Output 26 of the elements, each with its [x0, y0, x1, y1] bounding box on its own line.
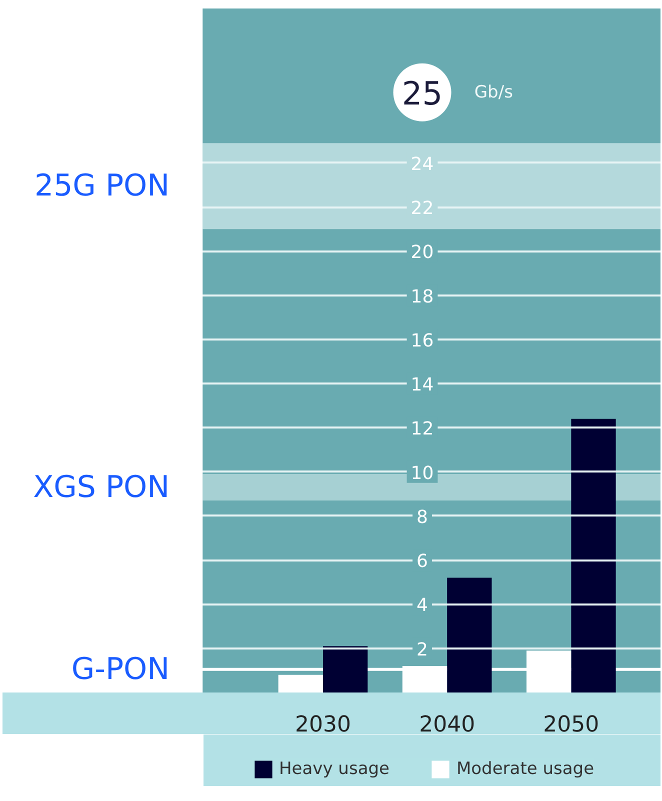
x-tick-label: 2050	[543, 712, 600, 738]
legend-label: Heavy usage	[279, 759, 390, 779]
y-tick-label: 8	[416, 506, 428, 528]
bar	[447, 578, 492, 692]
bar	[571, 418, 616, 692]
ref-line-label: G-PON	[71, 652, 170, 687]
x-tick-label: 2030	[295, 712, 351, 738]
y-tick-label: 24	[410, 154, 434, 175]
y-tick-label: 18	[410, 286, 434, 308]
y-tick-label: 16	[410, 330, 434, 352]
y-axis-title: Gb/s	[474, 82, 514, 102]
y-tick-label: 14	[410, 374, 434, 396]
bar	[278, 674, 323, 692]
band-label: XGS PON	[33, 470, 170, 505]
y-tick-label: 10	[410, 462, 434, 484]
y-tick-label: 2	[416, 639, 428, 660]
y-tick-label: 12	[410, 418, 434, 440]
annotation: 25	[402, 74, 443, 112]
x-tick-label: 2040	[419, 712, 476, 738]
bar	[322, 646, 368, 692]
y-tick-label: 22	[410, 198, 434, 220]
y-tick-label: 4	[416, 595, 428, 616]
band-label: 25G PON	[34, 168, 170, 204]
y-tick-label: 20	[410, 242, 434, 264]
y-tick-label: 6	[416, 551, 428, 572]
legend-label: Moderate usage	[456, 759, 594, 779]
